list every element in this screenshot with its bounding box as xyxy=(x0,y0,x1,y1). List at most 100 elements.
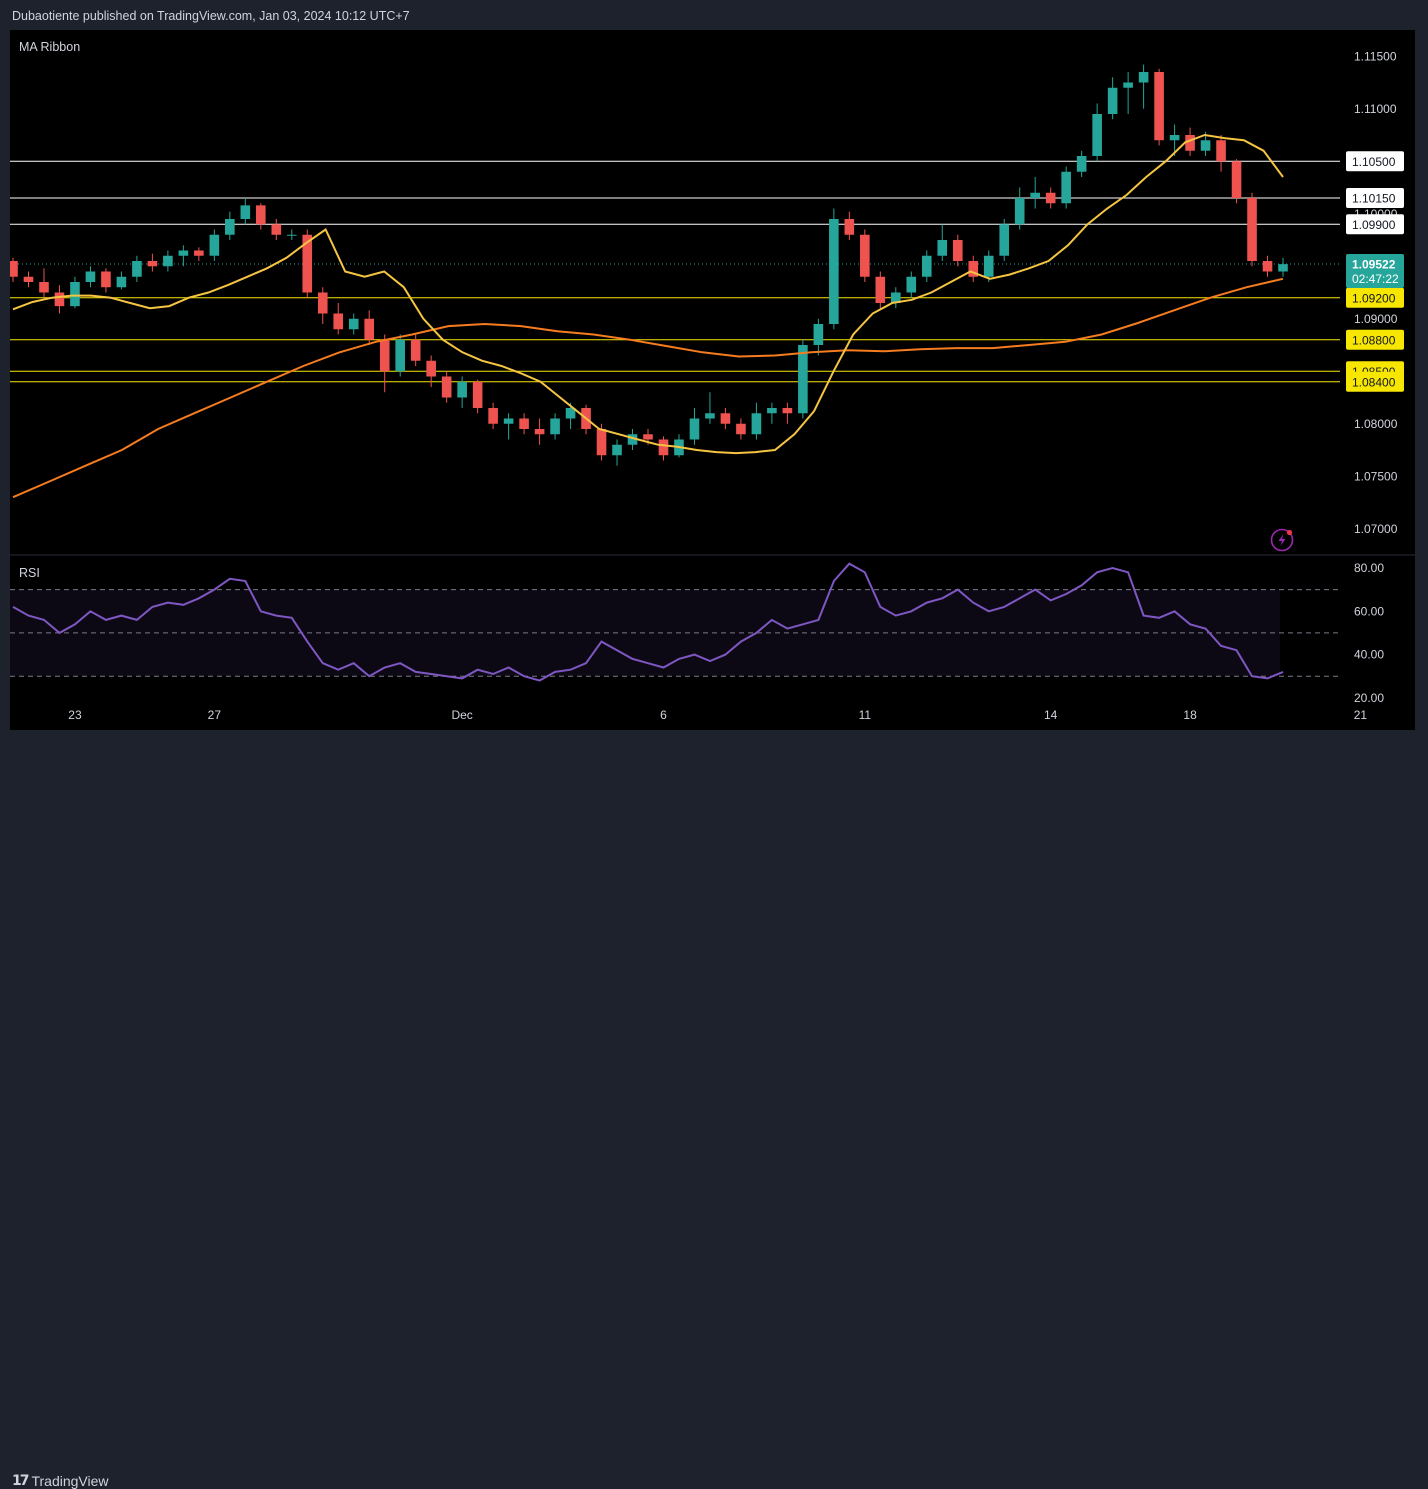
candle-body xyxy=(921,255,932,277)
candle-body xyxy=(1216,140,1226,162)
time-axis: 2327Dec611141821262024 xyxy=(68,708,1368,722)
candle-body xyxy=(225,219,235,235)
candle-body xyxy=(457,381,467,398)
moving-averages xyxy=(12,133,1284,499)
candle-body xyxy=(286,234,297,236)
time-tick-label: 18 xyxy=(1183,708,1197,722)
candle-body xyxy=(798,345,808,414)
candle-body xyxy=(101,271,111,288)
candle-body xyxy=(720,413,731,424)
rsi-tick-label: 40.00 xyxy=(1354,648,1384,662)
candle-body xyxy=(1262,261,1273,272)
level-tag-bg xyxy=(1346,214,1404,235)
rsi-tick-label: 20.00 xyxy=(1354,691,1384,705)
time-tick-label: Dec xyxy=(451,708,472,722)
candle-body xyxy=(317,292,328,314)
level-tag-label: 1.10500 xyxy=(1352,155,1396,169)
candle-body xyxy=(612,444,622,456)
candle-body xyxy=(658,439,669,456)
candle-body xyxy=(1107,87,1118,114)
time-tick-label: 6 xyxy=(660,708,667,722)
tv-logo-text: TradingView xyxy=(31,1473,109,1489)
candle-body xyxy=(54,292,65,307)
candle-body xyxy=(952,240,963,261)
level-tag-bg xyxy=(1346,287,1404,308)
candle-body xyxy=(860,234,870,277)
candle-body xyxy=(596,429,607,456)
candle-body xyxy=(1278,264,1288,272)
candle-body xyxy=(643,434,653,440)
candle-body xyxy=(906,276,917,293)
ma-ribbon-title: MA Ribbon xyxy=(19,40,80,54)
candle-body xyxy=(767,408,777,414)
candle-body xyxy=(1169,135,1180,141)
chart-svg[interactable]: 1.115001.110001.100001.090001.080001.075… xyxy=(10,30,1415,730)
candle-body xyxy=(1154,72,1164,141)
candle-body xyxy=(782,408,793,414)
candle-body xyxy=(1200,140,1211,151)
time-tick-label: 27 xyxy=(208,708,222,722)
candle-body xyxy=(1030,192,1040,198)
candle-body xyxy=(983,255,994,277)
time-tick-label: 21 xyxy=(1354,708,1368,722)
current-price-label: 1.09522 xyxy=(1352,257,1396,271)
candle-body xyxy=(937,240,948,256)
candle-body xyxy=(565,408,576,419)
candle-body xyxy=(441,376,452,398)
price-axis: 1.115001.110001.100001.090001.080001.075… xyxy=(1346,49,1404,536)
candle-body xyxy=(1076,156,1087,172)
candle-body xyxy=(395,339,405,372)
candle-body xyxy=(426,360,436,377)
ma-fast-line xyxy=(12,133,1284,455)
ma-slow-line xyxy=(12,277,1284,499)
publisher-text: Dubaotiente published on TradingView.com… xyxy=(12,9,410,23)
price-tick-label: 1.11000 xyxy=(1354,102,1397,116)
price-tick-label: 1.09000 xyxy=(1354,312,1398,326)
level-tag-bg xyxy=(1346,371,1404,392)
candle-body xyxy=(1138,72,1149,83)
level-tag-bg xyxy=(1346,151,1404,172)
tv-logo-icon: 17 xyxy=(12,1473,30,1489)
tradingview-logo[interactable]: 17 TradingView xyxy=(12,1473,109,1489)
chart-area[interactable]: 1.11500 1.11000 1.10000 1.09000 1.08000 1.075… xyxy=(10,30,1415,730)
candle-body xyxy=(256,205,266,225)
candle-body xyxy=(1123,82,1133,88)
candle-body xyxy=(488,408,498,424)
candles xyxy=(10,64,1288,466)
level-tag-label: 1.10150 xyxy=(1352,192,1396,206)
candle-body xyxy=(410,339,421,361)
level-tag-label: 1.09200 xyxy=(1352,291,1396,305)
candle-body xyxy=(705,413,715,419)
candle-body xyxy=(379,339,390,372)
rsi-tick-label: 80.00 xyxy=(1354,561,1384,575)
candle-body xyxy=(534,429,545,435)
candle-body xyxy=(550,418,560,435)
candle-body xyxy=(968,261,979,277)
candle-body xyxy=(39,282,49,293)
candle-body xyxy=(70,282,80,307)
candle-body xyxy=(10,261,18,277)
candle-body xyxy=(1185,135,1195,151)
current-price-tag-bg xyxy=(1346,253,1404,288)
candle-body xyxy=(240,205,251,219)
candle-body xyxy=(999,224,1010,256)
price-tick-label: 1.07000 xyxy=(1354,522,1398,536)
candle-body xyxy=(1231,161,1242,198)
candle-body xyxy=(1092,114,1102,156)
time-tick-label: 23 xyxy=(68,708,82,722)
time-tick-label: 11 xyxy=(859,708,872,722)
lightning-icon[interactable] xyxy=(1270,528,1294,552)
candle-body xyxy=(132,261,142,277)
tradingview-frame: Dubaotiente published on TradingView.com… xyxy=(10,9,1415,1489)
candle-body xyxy=(116,276,127,288)
level-tag-label: 1.08400 xyxy=(1352,375,1396,389)
level-tag-bg xyxy=(1346,188,1404,208)
candle-body xyxy=(829,219,839,324)
candle-body xyxy=(302,234,313,293)
candle-body xyxy=(689,418,700,440)
level-tag-label: 1.09900 xyxy=(1352,218,1396,232)
candle-body xyxy=(23,276,34,282)
time-tick-label: 14 xyxy=(1044,708,1058,722)
candle-body xyxy=(736,423,746,435)
candle-body xyxy=(844,219,855,235)
